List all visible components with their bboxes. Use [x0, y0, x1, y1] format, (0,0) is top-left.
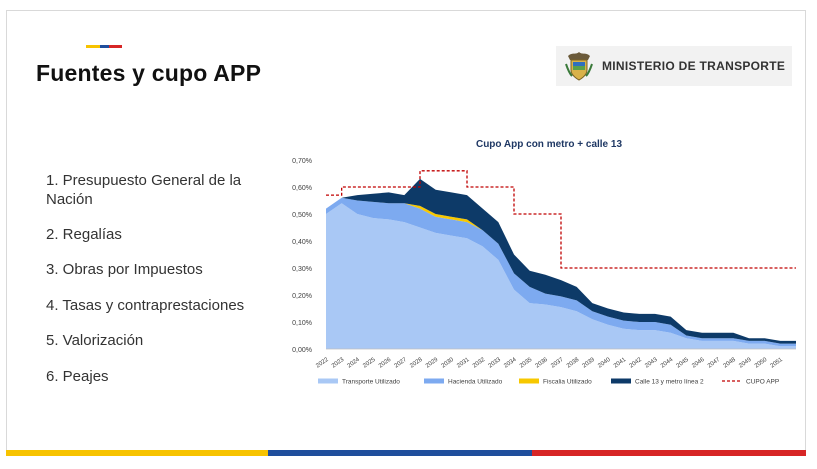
y-tick-label: 0,20%: [292, 293, 312, 300]
x-tick-label: 2051: [770, 357, 785, 370]
x-tick-label: 2023: [331, 357, 346, 370]
accent-red: [109, 45, 122, 48]
x-tick-label: 2038: [566, 357, 581, 370]
x-tick-label: 2047: [707, 357, 722, 370]
series-area-calle-13-y-metro-linea-2: [326, 178, 796, 344]
footer-bar-blue: [268, 450, 532, 456]
x-tick-label: 2022: [315, 357, 330, 370]
x-tick-label: 2034: [503, 357, 518, 370]
funding-source-item: 6. Peajes: [46, 368, 109, 385]
x-tick-label: 2036: [535, 357, 550, 370]
x-tick-label: 2029: [425, 357, 440, 370]
y-tick-label: 0,00%: [292, 347, 312, 354]
legend-label: Fiscalia Utilizado: [543, 379, 592, 386]
ministry-name: MINISTERIO DE TRANSPORTE: [602, 59, 786, 73]
y-tick-label: 0,60%: [292, 185, 312, 192]
legend-swatch: [519, 378, 539, 384]
x-tick-label: 2033: [488, 357, 503, 370]
funding-source-item: 3. Obras por Impuestos: [46, 261, 203, 278]
legend-label: Transporte Utilizado: [342, 379, 400, 386]
series-area-hacienda-utilizado: [326, 197, 796, 347]
x-tick-label: 2049: [738, 357, 753, 370]
x-tick-label: 2044: [660, 357, 675, 370]
x-tick-label: 2028: [409, 357, 424, 370]
funding-source-item: 4. Tasas y contraprestaciones: [46, 297, 245, 314]
footer-bar-red: [532, 450, 806, 456]
legend-label: CUPO APP: [746, 379, 779, 386]
funding-source-item: 5. Valorización: [46, 332, 144, 349]
slide-frame-left: [6, 10, 7, 450]
x-tick-label: 2048: [723, 357, 738, 370]
legend-swatch: [318, 378, 338, 384]
series-line-cupo-app: [326, 170, 796, 269]
x-tick-label: 2031: [456, 357, 471, 370]
x-tick-label: 2026: [378, 357, 393, 370]
x-tick-label: 2032: [472, 357, 487, 370]
legend-label: Calle 13 y metro línea 2: [635, 379, 704, 386]
funding-source-item: 1. Presupuesto General de la Nación: [46, 172, 242, 208]
x-tick-label: 2046: [691, 357, 706, 370]
x-tick-label: 2025: [362, 357, 377, 370]
y-tick-label: 0,10%: [292, 320, 312, 327]
series-area-transporte-utilizado: [326, 203, 796, 349]
legend-label: Hacienda Utilizado: [448, 379, 503, 386]
y-tick-label: 0,40%: [292, 239, 312, 246]
x-tick-label: 2027: [394, 357, 409, 370]
slide-frame-right: [805, 10, 806, 450]
slide-title: Fuentes y cupo APP: [36, 60, 262, 86]
x-tick-label: 2041: [613, 357, 628, 370]
x-tick-label: 2040: [597, 357, 612, 370]
footer-bar-yellow: [6, 450, 268, 456]
x-tick-label: 2050: [754, 357, 769, 370]
accent-yellow: [86, 45, 100, 48]
accent-blue: [100, 45, 109, 48]
x-tick-label: 2039: [582, 357, 597, 370]
legend-swatch: [611, 378, 631, 384]
coat-of-arms-icon: [565, 52, 593, 81]
x-tick-label: 2042: [629, 357, 644, 370]
chart-title: Cupo App con metro + calle 13: [476, 139, 622, 150]
y-tick-label: 0,70%: [292, 158, 312, 165]
y-tick-label: 0,50%: [292, 212, 312, 219]
slide-frame-top: [6, 10, 806, 11]
legend-swatch: [424, 378, 444, 384]
x-tick-label: 2024: [347, 357, 362, 370]
ministry-logo: MINISTERIO DE TRANSPORTE: [556, 46, 792, 86]
x-tick-label: 2037: [550, 357, 565, 370]
funding-source-item: 2. Regalías: [46, 226, 122, 243]
x-tick-label: 2043: [644, 357, 659, 370]
x-tick-label: 2045: [676, 357, 691, 370]
x-tick-label: 2035: [519, 357, 534, 370]
x-tick-label: 2030: [441, 357, 456, 370]
y-tick-label: 0,30%: [292, 266, 312, 273]
